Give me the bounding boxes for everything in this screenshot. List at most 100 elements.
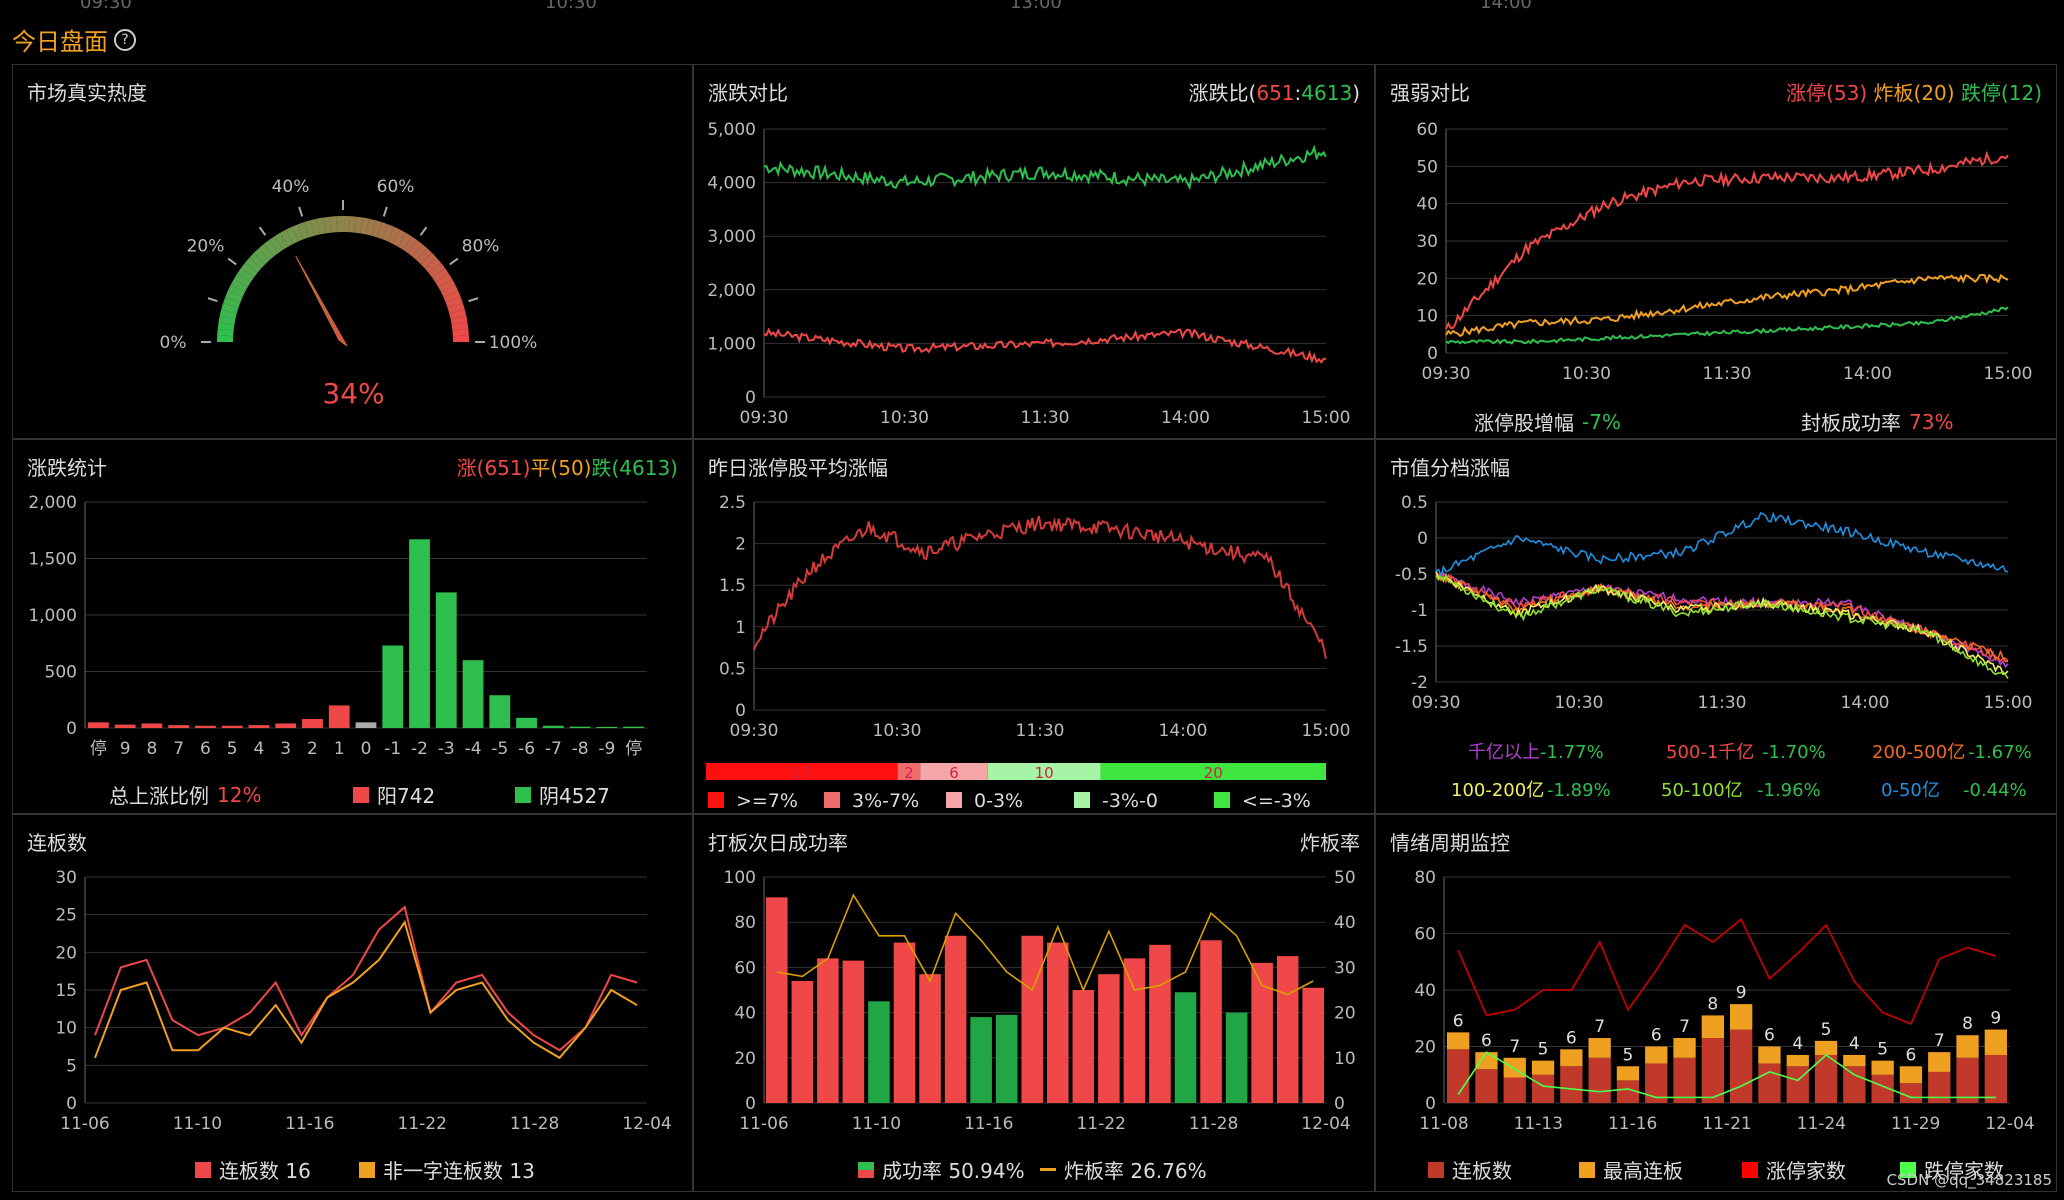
y-tick-label: 20 [1416, 269, 1438, 289]
bar-label: 7 [1679, 1017, 1690, 1037]
bar-lianban [1673, 1057, 1696, 1103]
y-tick-label: 10 [1416, 307, 1438, 327]
panel-title: 市值分档涨幅 [1390, 456, 1510, 480]
panel-title: 连板数 [27, 831, 87, 855]
bar [791, 980, 814, 1103]
bar-label: 8 [1707, 994, 1718, 1014]
bar [1047, 942, 1069, 1103]
y-tick-label: 0 [1427, 344, 1438, 364]
x-tick-label: -5 [491, 739, 508, 759]
x-tick-label: 10:30 [873, 721, 922, 741]
gauge-arc-segment [449, 309, 467, 320]
y2-tick-label: 30 [1334, 958, 1356, 978]
panel-title: 昨日涨停股平均涨幅 [708, 456, 888, 480]
y-tick-label: -1.5 [1395, 637, 1428, 657]
gauge-arc-segment [237, 267, 255, 283]
bar-max-lianban [1588, 1038, 1611, 1058]
panel-title: 打板次日成功率 [708, 831, 848, 855]
x-tick-label: 15:00 [1302, 408, 1351, 428]
gauge-needle [295, 255, 348, 347]
bar [569, 726, 591, 728]
y-tick-label: 80 [734, 913, 756, 933]
x-tick-label: -6 [518, 739, 535, 759]
bar-max-lianban [1814, 1040, 1838, 1055]
series-line-limit-down [1457, 1051, 1996, 1099]
y2-tick-label: 40 [1334, 913, 1356, 933]
cap-group-value: -1.67% [1968, 742, 2032, 763]
y-tick-label: 4,000 [707, 174, 756, 194]
bar [409, 539, 430, 728]
bar [1072, 990, 1095, 1103]
yin-legend: 阴4527 [515, 780, 610, 809]
heat-value: 34% [322, 377, 385, 410]
gauge-arc-segment [360, 217, 370, 235]
y-tick-label: -2 [1411, 673, 1428, 693]
gauge-arc-segment [291, 224, 304, 242]
series-line-cap [1435, 571, 2009, 676]
x-tick-label: -4 [465, 739, 482, 759]
x-tick-label: 11-28 [1189, 1114, 1238, 1134]
bar [944, 935, 967, 1103]
question-icon[interactable]: ? [114, 28, 136, 51]
legend-swatch [708, 792, 724, 808]
gauge-tick-label: 0% [160, 333, 187, 353]
x-tick-label: 14:00 [1841, 693, 1890, 713]
bar-lianban [1616, 1080, 1640, 1103]
gauge-arc-segment [447, 303, 465, 314]
timeline-tick: 14:00 [1480, 0, 1532, 13]
gauge-tick [227, 257, 237, 266]
cap-group-value: -1.96% [1757, 780, 1821, 801]
x-tick-label: 14:00 [1843, 364, 1892, 384]
bar-label: 6 [1453, 1011, 1464, 1031]
gauge-arc-segment [416, 248, 433, 265]
watermark: CSDN @qq_34823185 [1886, 1171, 2052, 1189]
succ-legend-2: 炸板率 26.76% [1040, 1155, 1207, 1184]
panel-succ: 打板次日成功率 炸板率 100 80 60 40 20 0 50 40 30 20 10 0 11-06… [693, 814, 1375, 1192]
x-tick-label: 11-10 [173, 1114, 222, 1134]
gauge-arc-segment [435, 273, 453, 288]
x-tick-label: 3 [280, 739, 291, 759]
axis-group: 80 60 40 20 011-08 11-13 11-16 11-21 11-24 11-29 1… [1414, 868, 2034, 1134]
bar-max-lianban [1701, 1015, 1724, 1039]
series-line-cap [1435, 571, 2009, 669]
gauge-arc-segment [310, 218, 321, 236]
gauge-tick-label: 80% [462, 237, 500, 257]
y-tick-label: 0 [745, 388, 756, 408]
bar [195, 725, 216, 728]
y-tick-label: 40 [734, 1004, 756, 1024]
gauge-arc-segment [227, 284, 246, 298]
seal-stat: 封板成功率 73% [1801, 409, 1954, 436]
bar-lianban [1984, 1054, 2007, 1103]
bar [88, 722, 109, 728]
bar-max-lianban [1786, 1054, 1809, 1067]
bar-label: 6 [1481, 1031, 1492, 1051]
x-tick-label: 11-16 [1608, 1114, 1657, 1134]
x-tick-label: 11-16 [964, 1114, 1013, 1134]
legend-swatch [1074, 792, 1090, 808]
gauge-tick [382, 206, 388, 217]
bar [1276, 956, 1299, 1103]
y-tick-label: 0 [745, 1094, 756, 1114]
y-tick-label: 100 [724, 868, 756, 888]
gauge-arc-segment [365, 218, 376, 236]
x-tick-label: 14:00 [1159, 721, 1208, 741]
emo-legend-1: 连板数 [1428, 1155, 1512, 1184]
bar [1149, 944, 1171, 1103]
cap-group-name: 500-1千亿 [1666, 742, 1754, 763]
series-line-limit-down [1445, 306, 2009, 345]
bar [623, 726, 644, 728]
y-tick-label: 80 [1414, 868, 1436, 888]
bar-max-lianban [1871, 1060, 1894, 1075]
y2-tick-label: 20 [1334, 1004, 1356, 1024]
x-tick-label: 停 [90, 739, 107, 759]
bar [817, 958, 839, 1103]
gauge-arc-segment [223, 296, 241, 309]
bar-lianban [1645, 1063, 1668, 1103]
y-tick-label: 15 [55, 981, 77, 1001]
series-line-cap [1435, 575, 2008, 663]
x-tick-label: 11-10 [852, 1114, 901, 1134]
y-tick-label: 0 [1425, 1094, 1436, 1114]
bar-lianban [1899, 1083, 1923, 1103]
legend-label: -3%-0 [1102, 790, 1158, 812]
